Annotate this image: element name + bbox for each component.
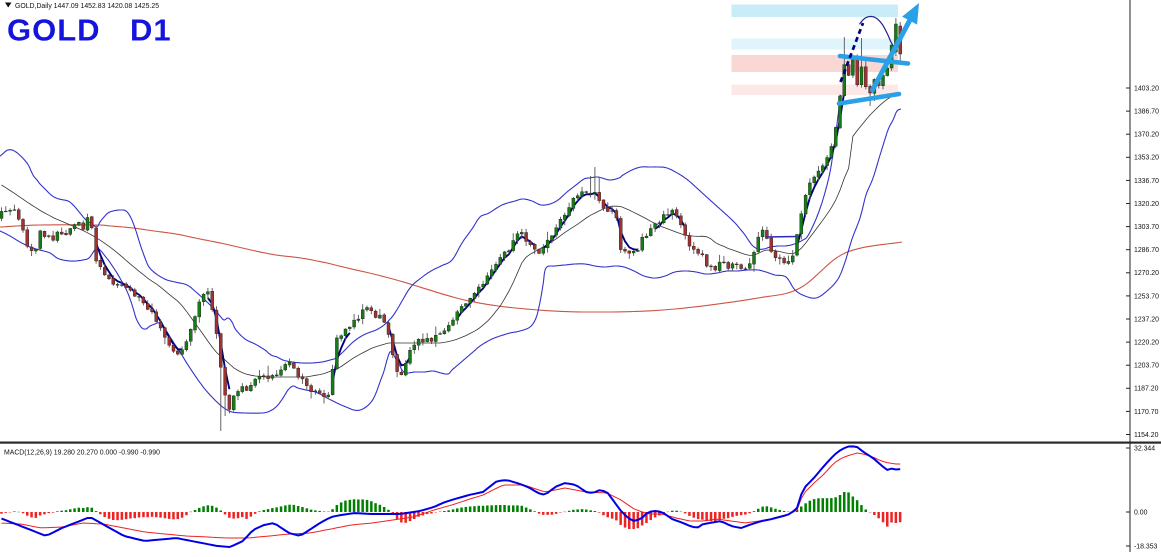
svg-text:1370.20: 1370.20	[1134, 132, 1159, 139]
svg-text:1154.20: 1154.20	[1134, 432, 1159, 439]
svg-text:1187.20: 1187.20	[1134, 386, 1159, 393]
svg-text:D1: D1	[130, 13, 172, 48]
svg-text:1253.70: 1253.70	[1134, 293, 1159, 300]
svg-text:1386.70: 1386.70	[1134, 109, 1159, 116]
svg-text:32.344: 32.344	[1134, 445, 1155, 452]
svg-text:GOLD,Daily 1447.09 1452.83 14: GOLD,Daily 1447.09 1452.83 1420.08 1425.…	[15, 3, 159, 10]
svg-text:1336.70: 1336.70	[1134, 178, 1159, 185]
svg-text:-18.353: -18.353	[1134, 543, 1158, 550]
svg-text:1237.20: 1237.20	[1134, 316, 1159, 323]
svg-text:1270.20: 1270.20	[1134, 270, 1159, 277]
svg-text:1170.70: 1170.70	[1134, 409, 1159, 416]
svg-text:1320.20: 1320.20	[1134, 201, 1159, 208]
svg-text:1403.20: 1403.20	[1134, 85, 1159, 92]
svg-text:1286.70: 1286.70	[1134, 247, 1159, 254]
svg-text:1353.20: 1353.20	[1134, 155, 1159, 162]
svg-text:GOLD: GOLD	[7, 13, 101, 48]
svg-text:1203.70: 1203.70	[1134, 363, 1159, 370]
svg-text:MACD(12,26,9) 19.280 20.270 0.: MACD(12,26,9) 19.280 20.270 0.000 -0.990…	[4, 450, 160, 457]
svg-text:1220.20: 1220.20	[1134, 340, 1159, 347]
svg-text:1303.70: 1303.70	[1134, 224, 1159, 231]
svg-text:0.00: 0.00	[1134, 509, 1148, 516]
